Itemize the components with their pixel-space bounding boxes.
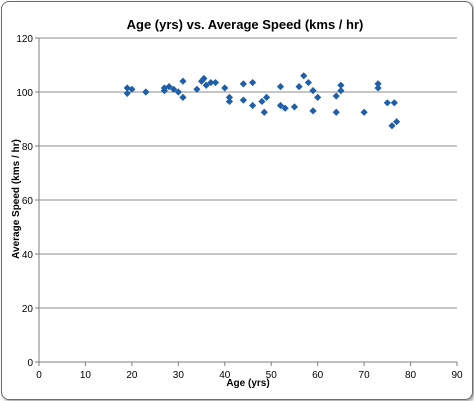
- data-point: [207, 78, 215, 87]
- data-point: [142, 88, 150, 96]
- data-point: [383, 99, 391, 107]
- y-axis-label: Average Speed (kms / hr): [11, 139, 22, 259]
- data-point: [239, 80, 247, 88]
- data-point: [249, 78, 257, 87]
- y-tick-label-2: 40: [22, 250, 34, 261]
- data-point: [374, 84, 382, 92]
- data-point: [304, 78, 312, 87]
- y-tick-label-3: 60: [22, 196, 34, 207]
- data-point: [193, 85, 201, 93]
- data-point: [276, 83, 285, 91]
- data-point: [260, 108, 268, 116]
- data-point: [388, 122, 396, 130]
- x-tick-label-1: 10: [80, 370, 92, 381]
- y-tick-label-0: 0: [27, 358, 33, 369]
- data-point: [281, 104, 289, 112]
- x-tick-label-7: 70: [359, 370, 371, 381]
- y-tick-labels: 0 20 40 60 80 100 120: [16, 34, 33, 369]
- data-point: [128, 85, 136, 93]
- data-point: [374, 80, 382, 88]
- x-tick-label-2: 20: [126, 370, 138, 381]
- y-tick-label-5: 100: [16, 88, 33, 99]
- x-tick-label-4: 40: [219, 370, 231, 381]
- y-tick-label-1: 20: [22, 304, 34, 315]
- data-point: [337, 81, 345, 89]
- data-point: [360, 108, 368, 116]
- x-tick-label-3: 30: [173, 370, 185, 381]
- data-point: [300, 72, 308, 80]
- data-point: [123, 89, 131, 97]
- axes: [35, 37, 458, 366]
- data-point: [309, 107, 317, 115]
- x-axis-label: Age (yrs): [226, 378, 269, 389]
- data-point: [239, 96, 247, 104]
- x-tick-labels: 0 10 20 30 40 50 60 70 80 90: [36, 370, 463, 381]
- data-point: [179, 77, 187, 85]
- data-point: [262, 93, 271, 101]
- data-point: [332, 108, 340, 116]
- data-point: [225, 93, 234, 101]
- data-point: [221, 84, 229, 92]
- x-tick-label-5: 50: [266, 370, 278, 381]
- data-point: [332, 92, 340, 100]
- data-point: [337, 87, 345, 95]
- data-point: [390, 99, 398, 107]
- data-point: [258, 97, 266, 106]
- data-point: [295, 83, 303, 91]
- data-point: [276, 101, 285, 110]
- data-point: [200, 74, 208, 83]
- y-tick-label-6: 120: [16, 34, 33, 45]
- data-point: [393, 118, 401, 126]
- data-point: [249, 101, 257, 110]
- gridlines: [39, 37, 457, 309]
- y-tick-label-4: 80: [22, 142, 34, 153]
- data-point: [314, 93, 322, 101]
- data-points: [123, 72, 401, 130]
- chart-title: Age (yrs) vs. Average Speed (kms / hr): [127, 17, 364, 32]
- data-point: [170, 85, 178, 93]
- data-point: [165, 83, 173, 91]
- x-tick-label-8: 80: [405, 370, 417, 381]
- data-point: [211, 78, 220, 87]
- data-point: [290, 103, 299, 111]
- x-tick-label-9: 90: [451, 370, 463, 381]
- x-tick-label-6: 60: [312, 370, 324, 381]
- data-point: [202, 81, 210, 89]
- data-point: [174, 88, 182, 96]
- data-point: [179, 93, 187, 101]
- data-point: [225, 97, 234, 106]
- data-point: [309, 87, 317, 95]
- x-tick-label-0: 0: [36, 370, 42, 381]
